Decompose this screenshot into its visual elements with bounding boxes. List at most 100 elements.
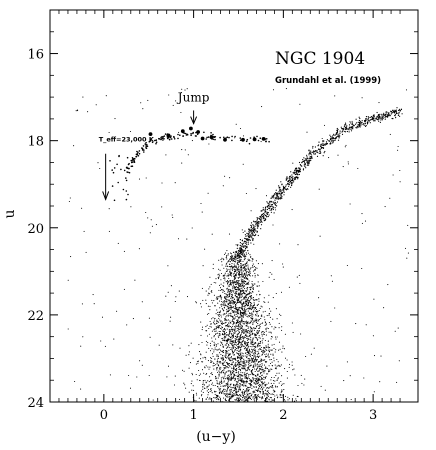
star-point: [228, 274, 230, 276]
star-point: [266, 387, 269, 389]
star-point: [219, 311, 221, 313]
star-point: [286, 377, 288, 379]
star-point: [212, 362, 214, 364]
star-point: [264, 350, 266, 352]
star-point: [230, 301, 232, 303]
star-point: [247, 258, 249, 260]
star-point: [251, 387, 253, 389]
star-point: [257, 356, 260, 358]
star-point: [342, 128, 344, 131]
star-point: [288, 398, 290, 400]
star-point: [232, 390, 234, 392]
star-point: [227, 343, 230, 346]
star-point: [274, 395, 276, 397]
star-point: [99, 167, 101, 170]
star-point: [242, 285, 244, 287]
star-point: [265, 140, 267, 143]
star-point: [305, 355, 307, 358]
star-point: [254, 357, 257, 359]
star-point: [252, 270, 255, 272]
star-point: [254, 342, 256, 344]
star-point: [298, 274, 300, 276]
star-point: [260, 368, 262, 370]
star-point: [232, 322, 234, 324]
star-point: [231, 337, 233, 339]
star-point: [230, 268, 232, 270]
star-point: [242, 276, 245, 278]
star-point: [243, 392, 246, 394]
star-point: [378, 114, 380, 116]
star-point: [307, 164, 310, 166]
star-point: [234, 322, 236, 324]
star-point: [232, 334, 234, 336]
star-point: [349, 375, 351, 377]
star-point: [282, 263, 284, 265]
star-point: [243, 289, 245, 292]
star-point: [240, 375, 242, 377]
star-point: [247, 358, 249, 360]
star-point: [250, 351, 252, 353]
star-point: [251, 309, 253, 311]
star-point: [236, 292, 238, 295]
star-point: [236, 254, 238, 256]
x-axis-label: (u−y): [196, 429, 236, 445]
star-point: [257, 364, 259, 366]
star-point: [270, 349, 272, 351]
star-point: [238, 316, 241, 318]
star-point: [145, 147, 147, 149]
star-point: [286, 188, 288, 190]
star-point: [151, 141, 154, 144]
star-point: [243, 363, 245, 365]
star-point: [216, 362, 218, 364]
star-point: [125, 198, 128, 201]
star-point: [212, 268, 214, 270]
star-point: [221, 261, 223, 263]
star-point: [246, 243, 248, 245]
star-point: [233, 344, 235, 346]
star-point: [206, 335, 209, 337]
star-point: [268, 140, 270, 143]
star-point: [395, 110, 397, 113]
star-point: [205, 299, 207, 301]
star-point: [240, 266, 242, 269]
star-point: [243, 310, 245, 312]
star-point: [258, 336, 260, 339]
star-point: [254, 314, 257, 316]
star-point: [226, 296, 228, 298]
star-point: [239, 354, 241, 356]
star-point: [310, 159, 312, 162]
star-point: [226, 392, 228, 394]
star-point: [237, 302, 239, 304]
star-point: [244, 366, 246, 368]
star-point: [308, 152, 310, 155]
star-point: [219, 371, 221, 373]
star-point: [268, 393, 270, 395]
star-point: [254, 321, 256, 323]
star-point: [238, 257, 240, 259]
star-point: [252, 137, 257, 142]
star-point: [217, 355, 219, 357]
star-point: [238, 353, 240, 355]
star-point: [254, 299, 256, 301]
star-point: [292, 172, 294, 174]
star-point: [248, 308, 250, 310]
star-point: [212, 400, 214, 402]
star-point: [286, 176, 288, 178]
star-point: [219, 269, 221, 271]
star-point: [267, 347, 269, 349]
star-point: [312, 151, 314, 153]
star-point: [306, 160, 308, 162]
star-point: [190, 132, 192, 135]
star-point: [238, 260, 240, 262]
star-point: [128, 374, 130, 377]
star-point: [260, 215, 262, 217]
star-point: [249, 303, 252, 305]
star-point: [330, 320, 332, 322]
star-point: [252, 228, 254, 230]
star-point: [288, 286, 290, 288]
star-point: [252, 397, 254, 399]
star-point: [248, 273, 250, 275]
star-point: [266, 213, 269, 215]
star-point: [234, 269, 236, 271]
star-point: [267, 343, 269, 345]
